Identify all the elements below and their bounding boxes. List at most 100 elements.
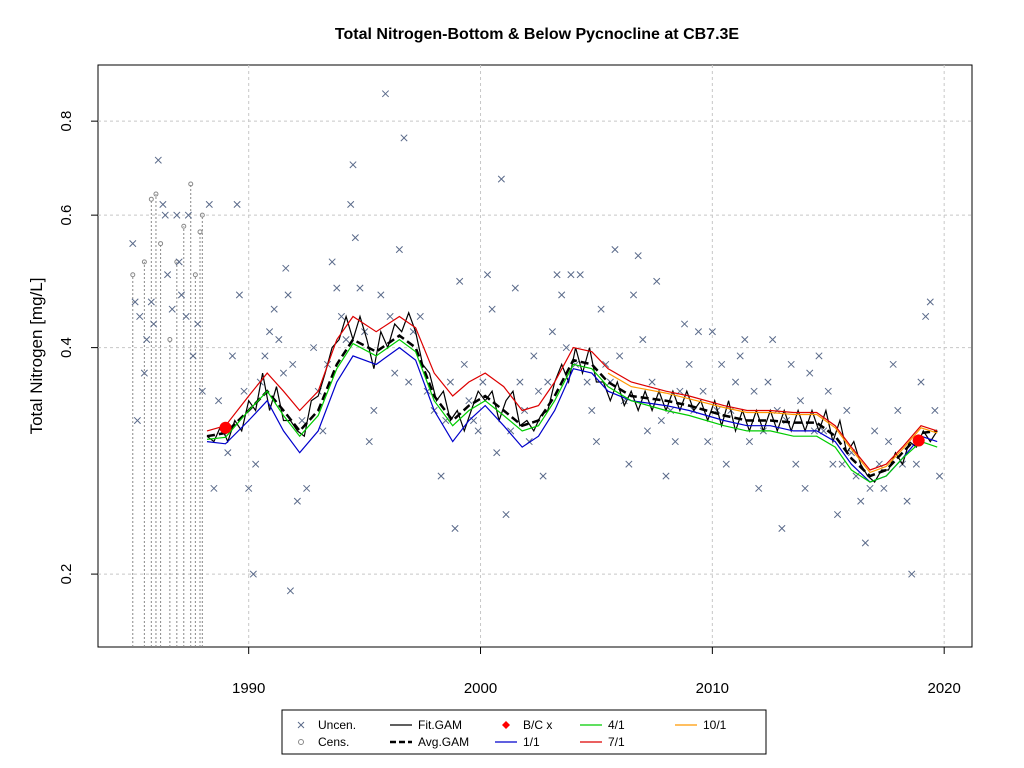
uncensored-point [926, 298, 934, 306]
uncensored-point-stroke [521, 406, 529, 415]
uncensored-point-stroke [755, 484, 763, 492]
uncensored-point-stroke [163, 271, 172, 279]
uncensored-point-stroke [833, 510, 842, 519]
uncensored-point-stroke [233, 200, 241, 208]
uncensored-point [303, 484, 311, 492]
uncensored-point [534, 387, 543, 395]
uncensored-point-stroke [908, 570, 916, 578]
uncensored-point-stroke [583, 378, 591, 386]
x-tick-labels: 1990 2000 2010 2020 [232, 680, 961, 697]
uncensored-point [731, 378, 740, 386]
legend-label: Cens. [318, 735, 349, 749]
uncensored-point [150, 320, 158, 328]
censored-point [192, 272, 198, 278]
uncensored-point [521, 406, 529, 415]
uncensored-point-stroke [198, 387, 206, 395]
uncensored-point-stroke [131, 298, 139, 306]
uncensored-point [502, 510, 510, 519]
uncensored-point [282, 264, 290, 272]
uncensored-point [671, 438, 679, 446]
series-line-4-1 [206, 338, 938, 483]
uncensored-point-stroke [349, 161, 357, 169]
uncensored-point [194, 320, 202, 328]
bc-point [912, 434, 925, 447]
uncensored-point-stroke [154, 156, 162, 164]
x-tick-label: 1990 [232, 680, 265, 697]
uncensored-point-stroke [778, 524, 786, 532]
uncensored-point [210, 484, 218, 492]
uncensored-point [507, 427, 515, 435]
uncensored-point-stroke [884, 438, 893, 446]
uncensored-point [479, 378, 487, 386]
uncensored-point-stroke [143, 335, 151, 344]
uncensored-point-stroke [875, 460, 883, 468]
uncensored-point-stroke [539, 472, 547, 480]
uncensored-point-stroke [926, 298, 934, 306]
legend-symbol [297, 721, 305, 729]
uncensored-point [261, 352, 269, 360]
uncensored-point-stroke [235, 291, 243, 299]
uncensored-point [548, 328, 556, 336]
legend-symbol [502, 721, 510, 729]
uncensored-point [391, 369, 399, 377]
uncensored-point-stroke [194, 320, 202, 328]
uncensored-point [562, 344, 570, 352]
uncensored-point [488, 305, 496, 313]
uncensored-point-stroke [182, 312, 190, 321]
uncensored-point [298, 416, 306, 425]
uncensored-point-stroke [502, 510, 510, 519]
uncensored-point-stroke [731, 378, 740, 386]
series-line-1-1 [206, 346, 938, 483]
uncensored-point-stroke [474, 427, 482, 435]
uncensored-point-stroke [588, 406, 596, 415]
uncensored-point-stroke [446, 378, 454, 386]
uncensored-point [377, 291, 385, 299]
uncensored-point [866, 484, 874, 492]
uncensored-point-stroke [282, 264, 290, 272]
uncensored-points-layer [129, 90, 944, 595]
uncensored-point [154, 156, 162, 164]
uncensored-point-stroke [648, 378, 656, 386]
uncensored-point [129, 240, 137, 248]
uncensored-point-stroke [319, 427, 327, 435]
legend-label: Uncen. [318, 718, 356, 732]
uncensored-point [173, 211, 181, 219]
uncensored-point [567, 271, 575, 279]
censored-point [181, 223, 187, 229]
uncensored-point-stroke [437, 472, 445, 480]
uncensored-point [249, 570, 257, 578]
legend-item: Uncen. [297, 718, 356, 732]
uncensored-point [224, 449, 232, 457]
uncensored-point-stroke [497, 175, 505, 183]
uncensored-point [662, 472, 670, 480]
legend-label: 7/1 [608, 735, 625, 749]
uncensored-point [328, 258, 336, 266]
uncensored-point [214, 397, 223, 405]
uncensored-point [205, 200, 213, 208]
uncensored-point-stroke [824, 387, 832, 395]
uncensored-point-stroke [750, 387, 758, 395]
uncensored-point [456, 277, 464, 285]
uncensored-point [252, 460, 260, 468]
uncensored-point-stroke [708, 328, 716, 336]
uncensored-point [198, 387, 206, 395]
uncensored-point-stroke [634, 252, 642, 260]
legend-label: Fit.GAM [418, 718, 462, 732]
uncensored-point [588, 406, 596, 415]
uncensored-point [474, 427, 482, 435]
uncensored-point [286, 587, 294, 595]
uncensored-point [908, 570, 916, 578]
y-tick-labels: 0.2 0.4 0.6 0.8 [58, 111, 75, 585]
uncensored-point [337, 312, 345, 321]
uncensored-point-stroke [284, 291, 292, 299]
uncensored-point [168, 305, 176, 313]
uncensored-point [838, 460, 846, 468]
uncensored-point-stroke [159, 200, 167, 208]
censored-point [188, 181, 194, 187]
uncensored-point [133, 416, 141, 425]
plot-frame [97, 64, 973, 648]
uncensored-point [460, 360, 468, 368]
uncensored-point [889, 360, 897, 368]
uncensored-point [694, 328, 702, 336]
uncensored-point-stroke [161, 211, 169, 219]
